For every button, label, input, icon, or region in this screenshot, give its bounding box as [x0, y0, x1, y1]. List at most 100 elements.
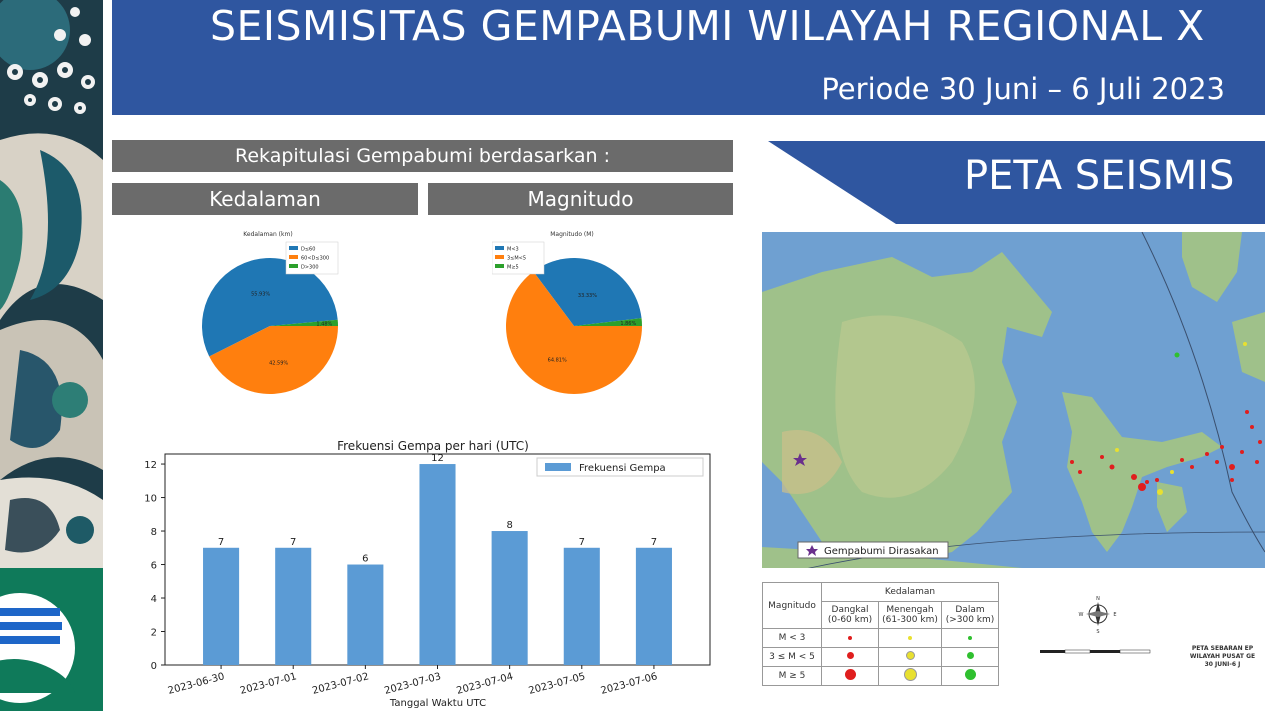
map-footer-note: PETA SEBARAN EP WILAYAH PUSAT GE 30 JUNI…: [1189, 645, 1256, 668]
dot-green-large: [964, 669, 976, 680]
x-tick-label: 2023-06-30: [167, 671, 226, 697]
compass-e: E: [1113, 612, 1116, 618]
bar-2023-07-04: [491, 531, 528, 665]
y-tick-label: 10: [144, 494, 157, 505]
legend-label: Frekuensi Gempa: [579, 463, 666, 474]
pie1-legend-swatch-0: [495, 246, 504, 250]
pie0-slice-1: [209, 326, 338, 394]
map-scale-bar: [1040, 649, 1151, 654]
dot-yellow-large: [903, 668, 917, 681]
legend-row-medium: 3 ≤ M < 5: [762, 647, 822, 667]
dot-red-large: [844, 669, 856, 680]
bar-2023-07-06: [635, 547, 672, 665]
legend-depth-header: Kedalaman: [821, 582, 999, 602]
pie-magnitude-title: Magnitudo (M): [550, 231, 594, 238]
dot-yellow-small: [908, 636, 912, 640]
dot-green-small: [968, 636, 972, 640]
magnitude-heading: Magnitudo: [428, 183, 733, 215]
legend-row-small: M < 3: [762, 628, 822, 648]
pie0-label-0: 55.93%: [251, 291, 270, 297]
pie0-label-2: 1.48%: [316, 321, 332, 327]
pie1-legend-label-0: M<3: [507, 247, 519, 253]
compass-w: W: [1079, 612, 1084, 618]
y-tick-label: 4: [151, 594, 157, 605]
recap-heading: Rekapitulasi Gempabumi berdasarkan :: [112, 140, 733, 172]
y-tick-label: 2: [151, 628, 157, 639]
bar-chart-title: Frekuensi Gempa per hari (UTC): [337, 439, 529, 453]
legend-magnitude-header: Magnitudo: [762, 582, 822, 629]
bar-value-label: 7: [579, 537, 585, 548]
dot-red-small: [848, 636, 852, 640]
pie1-legend-label-1: 3≤M<5: [507, 256, 526, 262]
peta-banner: PETA SEISMIS: [768, 141, 1265, 224]
pie-chart-magnitude: Magnitudo (M) 33.33% 64.81% 1.86% M<3 3≤M<5…: [492, 231, 642, 394]
legend-row-large: M ≥ 5: [762, 666, 822, 686]
x-tick-label: 2023-07-01: [239, 671, 298, 697]
compass-icon: N E S W: [1079, 596, 1117, 634]
header-banner: SEISMISITAS GEMPABUMI WILAYAH REGIONAL X…: [112, 0, 1265, 115]
y-tick-label: 12: [144, 460, 157, 471]
pie0-legend-swatch-0: [289, 246, 298, 250]
x-tick-label: 2023-07-02: [311, 671, 370, 697]
pie1-legend-swatch-1: [495, 255, 504, 259]
bar-chart-frequency: Frekuensi Gempa per hari (UTC) 0 2 4 6 8 10 12…: [144, 439, 711, 709]
pie0-legend-swatch-2: [289, 264, 298, 268]
y-tick-label: 0: [151, 661, 157, 672]
pie1-label-2: 1.86%: [620, 321, 636, 327]
magnitude-depth-legend: Magnitudo Kedalaman Dangkal (0-60 km) Men…: [762, 582, 999, 686]
page-title: SEISMISITAS GEMPABUMI WILAYAH REGIONAL X: [210, 2, 1205, 50]
bar-value-label: 8: [506, 520, 512, 531]
pie0-legend-label-1: 60<D≤300: [301, 256, 329, 262]
pie-chart-depth: Kedalaman (km) 55.93% 42.59% 1.48% D≤60 60<…: [202, 231, 339, 394]
pie1-label-0: 33.33%: [578, 293, 597, 299]
bar-value-label: 7: [218, 537, 224, 548]
legend-col-dangkal: Dangkal (0-60 km): [821, 601, 879, 629]
bmkg-logo: [0, 568, 103, 711]
bar-2023-06-30: [203, 547, 240, 665]
felt-earthquake-star: [793, 453, 807, 466]
bar-value-label: 6: [362, 554, 368, 565]
y-tick-label: 6: [151, 561, 157, 572]
pie1-slice-0: [533, 258, 642, 326]
bar-2023-07-03: [419, 464, 456, 665]
pie0-label-1: 42.59%: [269, 360, 288, 366]
compass-n: N: [1096, 596, 1100, 602]
bar-value-label: 7: [651, 537, 657, 548]
pie-depth-title: Kedalaman (km): [243, 231, 292, 238]
bar-2023-07-02: [347, 564, 384, 665]
batik-decoration: [0, 0, 103, 568]
pie1-slice-1: [506, 271, 642, 394]
bar-2023-07-05: [563, 547, 600, 665]
depth-heading: Kedalaman: [112, 183, 418, 215]
x-axis-label: Tanggal Waktu UTC: [389, 698, 486, 709]
pie1-legend-swatch-2: [495, 264, 504, 268]
legend-swatch: [545, 463, 571, 471]
x-tick-label: 2023-07-03: [383, 671, 442, 697]
compass-s: S: [1096, 629, 1099, 634]
pie0-slice-0: [202, 258, 338, 357]
x-tick-label: 2023-07-05: [528, 671, 587, 697]
pie1-slice-2: [574, 318, 642, 326]
dot-green-medium: [966, 652, 974, 659]
dot-red-medium: [846, 652, 854, 659]
legend-col-menengah: Menengah (61-300 km): [878, 601, 942, 629]
x-tick-label: 2023-07-04: [455, 671, 514, 697]
pie0-legend-label-0: D≤60: [301, 247, 315, 253]
bar-value-label: 12: [431, 453, 444, 464]
pie0-legend-swatch-1: [289, 255, 298, 259]
y-tick-label: 8: [151, 527, 157, 538]
pie1-label-1: 64.81%: [548, 357, 567, 363]
felt-legend-label: Gempabumi Dirasakan: [824, 546, 939, 557]
period-subtitle: Periode 30 Juni – 6 Juli 2023: [821, 72, 1225, 106]
bar-value-label: 7: [290, 537, 296, 548]
legend-col-dalam: Dalam (>300 km): [941, 601, 999, 629]
pie0-legend-label-2: D>300: [301, 265, 319, 271]
pie0-slice-2: [270, 319, 338, 327]
pie1-legend-label-2: M≥5: [507, 265, 519, 271]
peta-title: PETA SEISMIS: [964, 153, 1235, 199]
dot-yellow-medium: [905, 651, 915, 660]
bar-legend: Frekuensi Gempa: [536, 457, 704, 477]
bar-2023-07-01: [275, 547, 312, 665]
x-tick-label: 2023-07-06: [600, 671, 659, 697]
seismicity-map: Gempabumi Dirasakan: [762, 232, 1265, 568]
